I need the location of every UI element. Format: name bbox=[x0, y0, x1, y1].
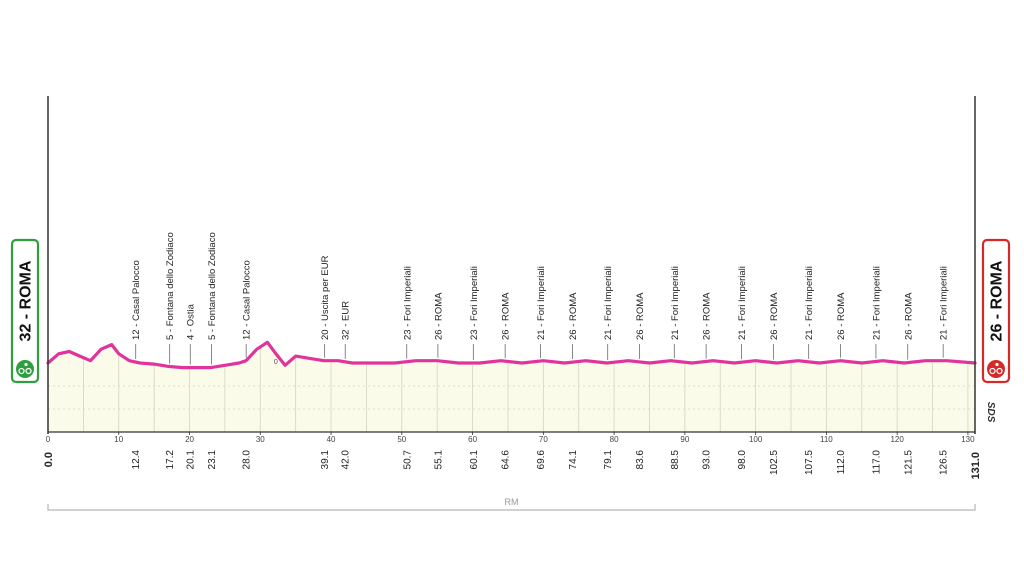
waypoint-km-label: 55.1 bbox=[433, 450, 444, 470]
waypoint-km-label: 20.1 bbox=[186, 450, 197, 470]
waypoint-label: 26 - ROMA bbox=[702, 292, 713, 340]
start-badge-frame bbox=[10, 238, 40, 384]
waypoint-label: 21 - Fori Imperiali bbox=[871, 266, 882, 340]
waypoint-km-label: 117.0 bbox=[871, 450, 882, 475]
waypoint-label: 21 - Fori Imperiali bbox=[670, 266, 681, 340]
waypoint-label: 26 - ROMA bbox=[568, 292, 579, 340]
waypoint-km-label: 112.0 bbox=[836, 450, 847, 475]
cyclist-icon-head bbox=[995, 362, 999, 367]
province-band-bracket bbox=[47, 504, 976, 511]
waypoint-km-label: 69.6 bbox=[536, 450, 547, 470]
x-tick-label: 90 bbox=[680, 435, 689, 444]
waypoint-label: 12 - Casal Palocco bbox=[242, 260, 253, 340]
waypoint-label: 21 - Fori Imperiali bbox=[939, 266, 950, 340]
waypoint-km-label: 50.7 bbox=[402, 450, 413, 470]
waypoint-label: 26 - ROMA bbox=[501, 292, 512, 340]
x-tick-label: 80 bbox=[610, 435, 619, 444]
sds-logo: SDS bbox=[985, 402, 996, 423]
waypoint-label: 26 - ROMA bbox=[836, 292, 847, 340]
waypoint-km-label: 83.6 bbox=[635, 450, 646, 470]
waypoint-km-label: 64.6 bbox=[501, 450, 512, 470]
waypoint-label: 26 - ROMA bbox=[635, 292, 646, 340]
start-badge: 32 - ROMA bbox=[10, 238, 40, 384]
waypoint-label: 23 - Fori Imperiali bbox=[469, 266, 480, 340]
x-tick-label: 0 bbox=[46, 435, 51, 444]
x-tick-label: 120 bbox=[890, 435, 904, 444]
waypoint-label: 21 - Fori Imperiali bbox=[536, 266, 547, 340]
x-tick-label: 70 bbox=[539, 435, 548, 444]
waypoint-km-label: 102.5 bbox=[769, 450, 780, 475]
waypoint-label: 20 - Uscita per EUR bbox=[320, 255, 331, 340]
waypoint-km-label: 88.5 bbox=[670, 450, 681, 470]
waypoint-km-label: 98.0 bbox=[737, 450, 748, 470]
profile-line bbox=[46, 340, 977, 370]
cyclist-icon-wheel bbox=[25, 367, 32, 375]
waypoint-label: 32 - EUR bbox=[341, 301, 352, 340]
cyclist-icon bbox=[987, 360, 1005, 378]
waypoint-label: 5 - Fontana dello Zodiaco bbox=[207, 232, 218, 340]
profile-fill-area bbox=[48, 342, 975, 432]
waypoint-km-label: 23.1 bbox=[207, 450, 218, 470]
cyclist-icon-head bbox=[24, 362, 28, 367]
cyclist-icon-wheel bbox=[989, 367, 996, 375]
x-tick-label: 20 bbox=[185, 435, 194, 444]
x-tick-label: 30 bbox=[256, 435, 265, 444]
waypoint-label: 4 - Ostia bbox=[186, 303, 197, 340]
x-tick-label: 50 bbox=[397, 435, 406, 444]
cyclist-icon-wheel bbox=[996, 367, 1003, 375]
start-km-label: 0.0 bbox=[43, 452, 55, 467]
waypoint-label: 23 - Fori Imperiali bbox=[402, 266, 413, 340]
waypoint-km-label: 28.0 bbox=[242, 450, 253, 470]
finish-badge-label: 26 - ROMA bbox=[989, 260, 1006, 341]
waypoint-label: 12 - Casal Palocco bbox=[131, 260, 142, 340]
waypoint-label: 26 - ROMA bbox=[903, 292, 914, 340]
waypoint-label: 5 - Fontana dello Zodiaco bbox=[165, 232, 176, 340]
waypoint-label: 21 - Fori Imperiali bbox=[804, 266, 815, 340]
cyclist-icon bbox=[16, 360, 34, 378]
x-tick-label: 130 bbox=[961, 435, 975, 444]
waypoint-km-label: 74.1 bbox=[568, 450, 579, 470]
waypoint-label: 21 - Fori Imperiali bbox=[737, 266, 748, 340]
waypoint-km-label: 42.0 bbox=[341, 450, 352, 470]
cyclist-icon-wheel bbox=[18, 367, 25, 375]
waypoint-km-label: 107.5 bbox=[804, 450, 815, 475]
finish-km-label: 131.0 bbox=[970, 452, 982, 480]
waypoint-km-label: 12.4 bbox=[131, 450, 142, 470]
waypoint-km-label: 17.2 bbox=[165, 450, 176, 470]
waypoint-km-label: 39.1 bbox=[320, 450, 331, 470]
waypoint-label: 21 - Fori Imperiali bbox=[603, 266, 614, 340]
finish-badge-frame bbox=[981, 238, 1011, 384]
waypoint-km-label: 79.1 bbox=[603, 450, 614, 470]
x-tick-label: 60 bbox=[468, 435, 477, 444]
finish-badge: 26 - ROMA bbox=[981, 238, 1011, 384]
waypoint-km-label: 121.5 bbox=[903, 450, 914, 475]
waypoint-label: 26 - ROMA bbox=[769, 292, 780, 340]
waypoint-km-label: 126.5 bbox=[939, 450, 950, 475]
x-tick-label: 10 bbox=[114, 435, 123, 444]
waypoint-label: 26 - ROMA bbox=[433, 292, 444, 340]
x-tick-label: 100 bbox=[749, 435, 763, 444]
waypoint-km-label: 93.0 bbox=[702, 450, 713, 470]
start-badge-label: 32 - ROMA bbox=[18, 260, 35, 341]
x-tick-label: 40 bbox=[327, 435, 336, 444]
profile-marker-label: 0 bbox=[274, 359, 278, 366]
province-band-label: RM bbox=[505, 497, 519, 507]
waypoint-km-label: 60.1 bbox=[469, 450, 480, 470]
x-tick-label: 110 bbox=[820, 435, 833, 444]
